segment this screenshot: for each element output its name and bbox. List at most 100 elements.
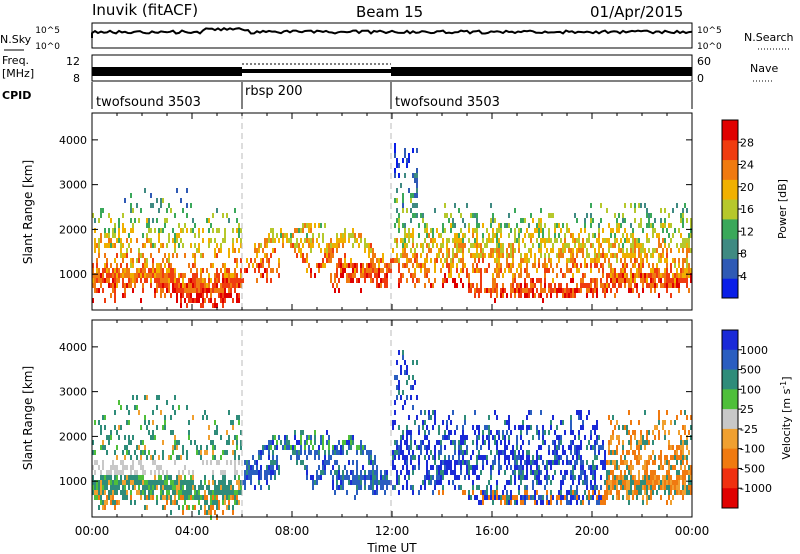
power-cell <box>398 213 400 218</box>
power-cell <box>442 238 444 243</box>
vel-cell <box>316 450 318 455</box>
power-cell <box>518 243 520 248</box>
power-cell <box>594 288 596 293</box>
power-cell <box>326 248 328 253</box>
power-cell <box>390 258 392 263</box>
power-cell <box>460 238 462 243</box>
vel-cell <box>542 460 544 465</box>
power-cell <box>184 223 186 228</box>
vel-cell <box>156 495 158 500</box>
power-cell <box>646 278 648 283</box>
power-cell <box>106 268 108 273</box>
power-cell <box>584 283 586 288</box>
vel-cell <box>114 490 116 495</box>
power-cell <box>260 263 262 268</box>
vel-cell <box>476 435 478 440</box>
vel-cell <box>402 390 404 395</box>
vel-cell <box>114 410 116 415</box>
vel-cell <box>100 445 102 450</box>
vel-cell <box>136 455 138 460</box>
power-cell <box>642 273 644 278</box>
vel-cell <box>502 450 504 455</box>
vel-cell <box>312 475 314 480</box>
vel-cell <box>638 460 640 465</box>
vel-cell <box>192 485 194 490</box>
vel-cell <box>260 485 262 490</box>
power-cell <box>102 208 104 213</box>
power-cell <box>602 273 604 278</box>
vel-cell <box>368 470 370 475</box>
vel-cell <box>686 415 688 420</box>
power-cell <box>208 283 210 288</box>
vel-cell <box>360 450 362 455</box>
power-cell <box>670 283 672 288</box>
power-cell <box>394 238 396 243</box>
power-cell <box>374 268 376 273</box>
power-cell <box>492 253 494 258</box>
power-cell <box>668 243 670 248</box>
vel-cell <box>164 475 166 480</box>
power-cell <box>130 228 132 233</box>
vel-cell <box>372 485 374 490</box>
vel-cell <box>602 465 604 470</box>
power-cell <box>320 248 322 253</box>
power-cell <box>430 248 432 253</box>
vel-cell <box>594 475 596 480</box>
power-cell <box>638 268 640 273</box>
power-cell <box>680 243 682 248</box>
vel-cell <box>684 425 686 430</box>
power-cell <box>164 223 166 228</box>
vel-cell <box>182 495 184 500</box>
power-cell <box>548 253 550 258</box>
power-cell <box>108 283 110 288</box>
vel-cell <box>374 475 376 480</box>
power-cell <box>138 273 140 278</box>
vel-cell <box>336 475 338 480</box>
power-cell <box>342 233 344 238</box>
power-cell <box>476 223 478 228</box>
power-cell <box>372 268 374 273</box>
power-cell <box>112 278 114 283</box>
power-cell <box>452 248 454 253</box>
power-cell <box>344 238 346 243</box>
power-cell <box>346 263 348 268</box>
power-cell <box>558 283 560 288</box>
vel-cell <box>118 470 120 475</box>
power-cell <box>408 233 410 238</box>
power-cell <box>554 223 556 228</box>
vel-cell <box>622 480 624 485</box>
vel-cell <box>472 450 474 455</box>
vel-cell <box>462 425 464 430</box>
power-cell <box>658 293 660 298</box>
power-cell <box>420 263 422 268</box>
power-cell <box>480 283 482 288</box>
power-cell <box>602 268 604 273</box>
power-cell <box>638 263 640 268</box>
power-cell <box>216 288 218 293</box>
vel-cell <box>280 440 282 445</box>
colorbar-tick-label: -500 <box>740 462 765 475</box>
power-cell <box>284 233 286 238</box>
vel-cell <box>124 435 126 440</box>
vel-cell <box>412 385 414 390</box>
power-cell <box>446 213 448 218</box>
vel-cell <box>298 455 300 460</box>
power-cell <box>456 283 458 288</box>
vel-cell <box>626 475 628 480</box>
vel-cell <box>520 430 522 435</box>
vel-cell <box>230 480 232 485</box>
power-cell <box>678 258 680 263</box>
power-cell <box>202 278 204 283</box>
vel-cell <box>392 465 394 470</box>
vel-cell <box>562 460 564 465</box>
vel-cell <box>236 470 238 475</box>
vel-cell <box>614 425 616 430</box>
vel-cell <box>502 490 504 495</box>
vel-cell <box>164 480 166 485</box>
vel-cell <box>410 395 412 400</box>
vel-cell <box>508 460 510 465</box>
power-cell <box>398 283 400 288</box>
power-cell <box>140 253 142 258</box>
power-cell <box>216 253 218 258</box>
vel-cell <box>538 435 540 440</box>
